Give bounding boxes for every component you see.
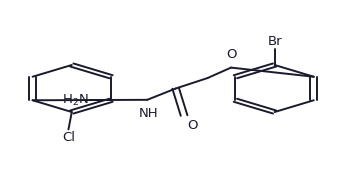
Text: Br: Br [267, 35, 282, 48]
Text: Cl: Cl [62, 131, 75, 144]
Text: O: O [226, 48, 236, 61]
Text: NH: NH [139, 107, 159, 120]
Text: O: O [188, 119, 198, 132]
Text: H$_2$N: H$_2$N [62, 93, 89, 108]
